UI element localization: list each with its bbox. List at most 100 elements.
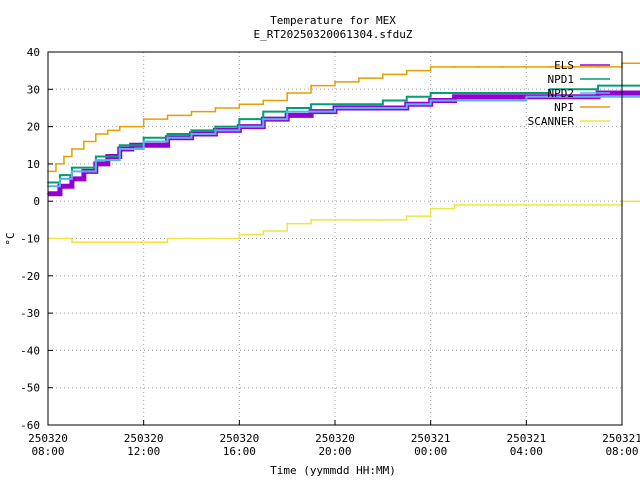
data-point-npi: [453, 66, 456, 68]
data-point-npd2: [190, 133, 193, 135]
data-point-npd1: [142, 136, 145, 139]
data-point-npi: [381, 73, 384, 76]
data-point-npi: [262, 99, 265, 102]
data-point-npd2: [405, 103, 408, 106]
data-point-npd2: [525, 95, 528, 98]
data-point-npd2: [597, 95, 599, 98]
data-point-npi: [429, 66, 432, 68]
series-layer: [47, 62, 640, 244]
data-point-els: [501, 95, 504, 98]
data-point-scanner: [118, 241, 121, 244]
data-point-npi: [525, 66, 528, 68]
data-point-npd2: [286, 110, 289, 113]
x-tick-date-label: 250321: [411, 432, 451, 445]
data-point-npd2: [501, 99, 504, 102]
data-point-scanner: [477, 204, 480, 206]
data-point-npd2: [94, 159, 97, 162]
data-point-scanner: [310, 218, 312, 221]
x-axis-label: Time (yymmdd HH:MM): [270, 464, 396, 477]
data-point-npd2: [59, 177, 61, 180]
chart-title: Temperature for MEX: [270, 14, 396, 27]
data-point-scanner: [501, 204, 504, 206]
series-line-npd2: [48, 95, 640, 188]
data-point-npi: [106, 129, 109, 132]
data-point-npd1: [429, 92, 432, 94]
data-point-npi: [82, 140, 85, 143]
data-point-scanner: [214, 237, 217, 240]
y-tick-label: 20: [27, 121, 40, 134]
data-point-npd2: [334, 107, 336, 109]
data-point-npd1: [381, 99, 384, 102]
data-point-npi: [55, 163, 57, 165]
x-tick-date-label: 250320: [219, 432, 259, 445]
x-tick-time-label: 20:00: [318, 445, 351, 458]
data-point-npi: [310, 84, 312, 87]
data-point-npi: [166, 114, 169, 117]
data-point-els: [477, 95, 480, 98]
y-tick-label: 30: [27, 83, 40, 96]
data-point-npd2: [381, 107, 384, 109]
data-point-npi: [573, 66, 576, 68]
data-point-npd1: [477, 92, 480, 94]
data-point-scanner: [166, 237, 169, 240]
data-point-npd2: [166, 136, 169, 139]
plot-frame: [47, 51, 623, 426]
data-point-scanner: [334, 218, 336, 221]
x-tick-time-label: 00:00: [414, 445, 447, 458]
x-tick-time-label: 04:00: [510, 445, 543, 458]
y-tick-label: -50: [20, 382, 40, 395]
data-point-npi: [286, 92, 289, 94]
y-tick-label: 0: [33, 195, 40, 208]
data-point-npi: [214, 107, 217, 109]
data-point-npd2: [142, 140, 145, 143]
x-tick-time-label: 16:00: [223, 445, 256, 458]
data-point-npd2: [429, 99, 432, 102]
data-point-scanner: [597, 204, 599, 206]
data-point-npd1: [214, 125, 217, 128]
data-point-npd1: [118, 144, 121, 147]
data-point-npd2: [358, 107, 360, 109]
data-point-npd1: [166, 133, 169, 135]
x-axis-ticks: 25032008:0025032012:0025032016:002503202…: [28, 420, 640, 458]
data-point-npd1: [525, 92, 528, 94]
data-point-npi: [71, 148, 73, 150]
data-point-npd1: [405, 95, 408, 98]
x-tick-date-label: 250321: [506, 432, 546, 445]
data-point-scanner: [358, 218, 360, 221]
data-point-scanner: [142, 241, 145, 244]
data-point-npd1: [334, 103, 336, 106]
data-point-scanner: [429, 207, 432, 210]
data-point-npi: [238, 103, 241, 106]
series-line-npi: [48, 62, 640, 173]
data-point-npi: [118, 125, 121, 128]
data-point-npd1: [71, 166, 73, 169]
y-tick-label: -40: [20, 344, 40, 357]
data-point-npi: [405, 69, 408, 72]
data-point-npd2: [214, 129, 217, 132]
data-point-scanner: [453, 204, 456, 206]
legend-label-scanner: SCANNER: [528, 115, 575, 128]
y-tick-label: -10: [20, 233, 40, 246]
y-tick-label: 10: [27, 158, 40, 171]
data-point-npd1: [190, 129, 193, 132]
data-point-npi: [501, 66, 504, 68]
data-point-scanner: [286, 222, 289, 225]
data-point-npd2: [573, 95, 576, 98]
data-point-npd2: [71, 170, 73, 173]
data-point-npd1: [573, 88, 576, 91]
x-tick-date-label: 250320: [315, 432, 355, 445]
data-point-npi: [358, 77, 360, 80]
data-point-scanner: [405, 215, 408, 218]
data-point-npi: [63, 155, 65, 158]
data-point-npd1: [501, 92, 504, 94]
chart-subtitle: E_RT20250320061304.sfduZ: [254, 28, 413, 41]
y-tick-label: 40: [27, 46, 40, 59]
data-point-npi: [477, 66, 480, 68]
x-tick-time-label: 12:00: [127, 445, 160, 458]
data-point-scanner: [94, 241, 97, 244]
data-point-npd2: [262, 118, 265, 121]
data-point-scanner: [525, 204, 528, 206]
data-point-npi: [142, 118, 145, 121]
